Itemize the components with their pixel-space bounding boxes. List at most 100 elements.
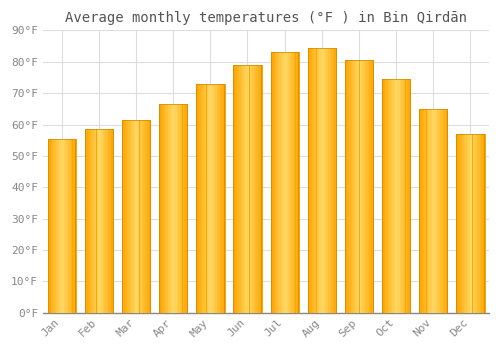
Bar bbox=[312, 48, 314, 313]
Bar bbox=[172, 104, 174, 313]
Bar bbox=[480, 134, 481, 313]
Bar bbox=[180, 104, 181, 313]
Bar bbox=[297, 52, 298, 313]
Bar bbox=[245, 65, 246, 313]
Bar bbox=[258, 65, 260, 313]
Bar bbox=[96, 129, 98, 313]
Bar bbox=[318, 48, 320, 313]
Bar bbox=[388, 79, 390, 313]
Bar bbox=[419, 109, 447, 313]
Bar bbox=[240, 65, 242, 313]
Bar bbox=[196, 84, 224, 313]
Bar bbox=[61, 139, 62, 313]
Bar bbox=[431, 109, 432, 313]
Bar bbox=[474, 134, 476, 313]
Bar bbox=[210, 84, 211, 313]
Bar bbox=[98, 129, 100, 313]
Bar bbox=[466, 134, 468, 313]
Bar bbox=[175, 104, 176, 313]
Bar bbox=[331, 48, 332, 313]
Bar bbox=[425, 109, 426, 313]
Bar bbox=[407, 79, 408, 313]
Bar bbox=[162, 104, 164, 313]
Bar bbox=[211, 84, 212, 313]
Bar bbox=[65, 139, 66, 313]
Bar bbox=[250, 65, 251, 313]
Bar bbox=[401, 79, 402, 313]
Bar bbox=[272, 52, 274, 313]
Bar bbox=[428, 109, 430, 313]
Bar bbox=[125, 120, 126, 313]
Bar bbox=[107, 129, 108, 313]
Bar bbox=[396, 79, 398, 313]
Bar bbox=[370, 60, 371, 313]
Bar bbox=[310, 48, 312, 313]
Bar bbox=[280, 52, 281, 313]
Bar bbox=[74, 139, 76, 313]
Bar bbox=[468, 134, 469, 313]
Bar bbox=[221, 84, 222, 313]
Bar bbox=[176, 104, 178, 313]
Bar bbox=[270, 52, 298, 313]
Bar bbox=[181, 104, 182, 313]
Bar bbox=[284, 52, 285, 313]
Bar bbox=[234, 65, 235, 313]
Bar bbox=[122, 120, 150, 313]
Bar bbox=[244, 65, 245, 313]
Bar bbox=[136, 120, 138, 313]
Bar bbox=[146, 120, 147, 313]
Bar bbox=[446, 109, 447, 313]
Bar bbox=[196, 84, 224, 313]
Bar bbox=[48, 139, 76, 313]
Bar bbox=[441, 109, 442, 313]
Bar bbox=[252, 65, 254, 313]
Bar bbox=[384, 79, 385, 313]
Bar bbox=[101, 129, 102, 313]
Bar bbox=[351, 60, 352, 313]
Bar bbox=[184, 104, 186, 313]
Bar bbox=[456, 134, 484, 313]
Bar bbox=[442, 109, 444, 313]
Bar bbox=[122, 120, 124, 313]
Bar bbox=[366, 60, 367, 313]
Bar bbox=[71, 139, 72, 313]
Bar bbox=[85, 129, 112, 313]
Bar bbox=[432, 109, 434, 313]
Bar bbox=[400, 79, 401, 313]
Bar bbox=[174, 104, 175, 313]
Bar bbox=[327, 48, 328, 313]
Bar bbox=[322, 48, 324, 313]
Bar bbox=[147, 120, 148, 313]
Bar bbox=[424, 109, 425, 313]
Bar bbox=[476, 134, 477, 313]
Bar bbox=[126, 120, 128, 313]
Bar bbox=[438, 109, 440, 313]
Bar bbox=[419, 109, 420, 313]
Bar bbox=[66, 139, 68, 313]
Bar bbox=[385, 79, 386, 313]
Bar bbox=[348, 60, 349, 313]
Bar bbox=[420, 109, 422, 313]
Bar bbox=[198, 84, 199, 313]
Bar bbox=[461, 134, 462, 313]
Bar bbox=[62, 139, 64, 313]
Bar bbox=[64, 139, 65, 313]
Bar bbox=[90, 129, 92, 313]
Bar bbox=[212, 84, 214, 313]
Bar bbox=[364, 60, 366, 313]
Bar bbox=[282, 52, 284, 313]
Bar bbox=[95, 129, 96, 313]
Bar bbox=[86, 129, 88, 313]
Bar bbox=[159, 104, 187, 313]
Bar bbox=[285, 52, 286, 313]
Bar bbox=[256, 65, 257, 313]
Bar bbox=[402, 79, 404, 313]
Bar bbox=[308, 48, 309, 313]
Bar bbox=[394, 79, 395, 313]
Bar bbox=[334, 48, 336, 313]
Bar bbox=[52, 139, 54, 313]
Bar bbox=[320, 48, 321, 313]
Bar bbox=[434, 109, 436, 313]
Bar bbox=[217, 84, 218, 313]
Bar bbox=[166, 104, 168, 313]
